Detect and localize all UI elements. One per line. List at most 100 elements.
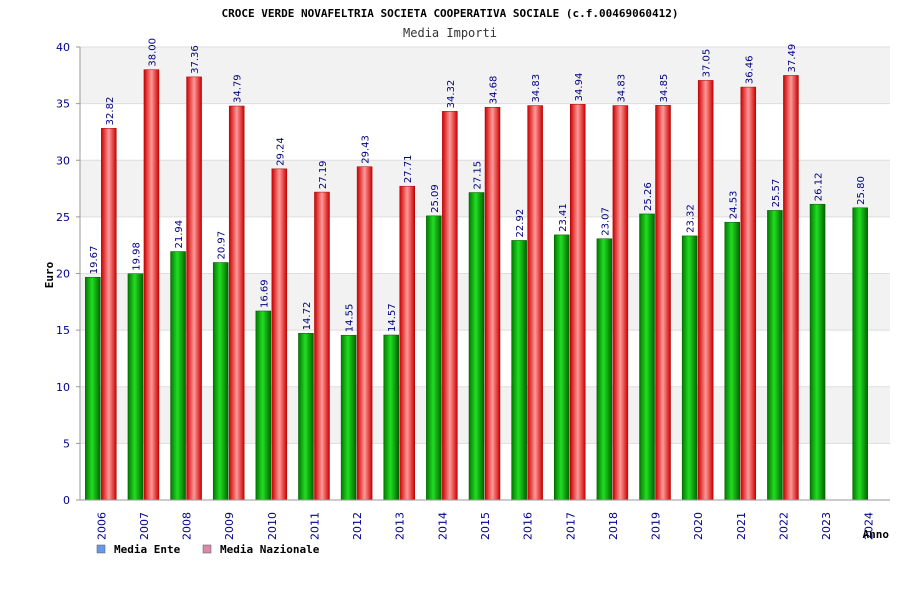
data-label: 32.82 [105,97,116,126]
x-tick-label: 2024 [863,512,876,540]
data-label: 25.80 [856,176,867,205]
bar-media-nazionale-2015 [484,106,501,501]
y-tick-label: 0 [63,494,70,507]
data-label: 34.83 [531,74,542,103]
y-tick-label: 20 [56,268,70,281]
bar-media-nazionale-2009 [228,105,245,501]
bar-media-nazionale-2010 [271,168,288,501]
legend-label-media-ente: Media Ente [114,543,181,556]
y-axis-ticks: 0 5 10 15 20 25 30 35 40 [56,41,80,507]
legend-swatch-media-ente [96,544,106,554]
data-label: 19.98 [131,242,142,271]
data-label: 34.32 [446,80,457,109]
bar-media-nazionale-2020 [697,80,714,501]
bar-media-ente-2022 [767,210,783,501]
data-label: 25.26 [643,182,654,211]
x-tick-label: 2012 [351,512,364,540]
data-label: 34.83 [616,74,627,103]
data-label: 37.05 [702,49,713,78]
data-label: 22.92 [515,209,526,238]
data-label: 23.32 [686,204,697,233]
y-tick-label: 15 [56,324,70,337]
data-label: 34.79 [233,74,244,103]
x-tick-label: 2018 [607,512,620,540]
x-tick-label: 2015 [479,512,492,540]
bar-media-ente-2017 [554,234,570,501]
x-tick-label: 2008 [181,512,194,540]
x-tick-label: 2013 [394,512,407,540]
bar-media-ente-2006 [85,276,101,501]
bar-media-nazionale-2014 [442,111,458,501]
data-label: 27.71 [403,155,414,184]
data-label: 14.57 [387,303,398,332]
data-label: 29.24 [275,137,286,166]
bar-media-ente-2008 [170,251,186,501]
bar-media-nazionale-2019 [655,105,671,501]
x-tick-label: 2006 [95,512,108,540]
data-label: 19.67 [89,246,100,275]
data-label: 34.85 [659,74,670,103]
data-label: 37.49 [787,44,798,73]
bar-media-ente-2010 [255,310,272,501]
data-label: 23.41 [558,203,569,232]
bar-media-ente-2016 [511,240,527,501]
bar-media-ente-2020 [681,235,698,501]
bar-media-ente-2024 [852,207,868,501]
bar-media-ente-2021 [724,221,741,501]
data-label: 29.43 [361,135,372,164]
x-axis-label: Anno [863,528,890,541]
bar-media-nazionale-2022 [783,75,799,501]
data-label: 14.55 [345,304,356,333]
x-tick-label: 2011 [308,512,321,540]
bar-media-nazionale-2013 [399,185,415,501]
data-label: 25.09 [430,184,441,213]
bar-media-ente-2011 [298,333,314,501]
data-label: 36.46 [744,55,755,84]
x-tick-label: 2009 [223,512,236,540]
data-label: 27.15 [473,161,484,190]
bar-media-nazionale-2018 [612,105,629,501]
y-tick-label: 10 [56,381,70,394]
x-tick-label: 2022 [777,512,790,540]
y-tick-label: 35 [56,98,70,111]
data-label: 14.72 [302,302,313,331]
bar-media-ente-2023 [809,203,826,501]
data-label: 25.57 [771,179,782,208]
bar-media-nazionale-2016 [527,105,543,501]
data-label: 27.19 [318,160,329,189]
bar-media-nazionale-2017 [570,104,586,501]
y-tick-label: 5 [63,437,70,450]
x-tick-label: 2010 [266,512,279,540]
y-tick-label: 40 [56,41,70,54]
data-label: 24.53 [728,191,739,220]
x-tick-label: 2021 [735,512,748,540]
data-label: 26.12 [814,173,825,202]
bar-media-ente-2018 [596,238,613,501]
bar-media-ente-2015 [468,192,485,501]
data-label: 37.36 [190,45,201,74]
data-label: 16.69 [259,279,270,308]
data-label: 21.94 [174,220,185,249]
bar-media-nazionale-2006 [101,128,117,501]
bar-media-nazionale-2007 [143,69,160,501]
x-tick-label: 2023 [820,512,833,540]
bar-media-nazionale-2011 [314,191,330,501]
data-label: 34.68 [489,76,500,105]
legend-swatch-media-nazionale [202,544,212,554]
bar-media-ente-2007 [127,273,144,501]
x-tick-label: 2017 [564,512,577,540]
chart-subtitle: Media Importi [403,26,497,40]
x-tick-label: 2019 [650,512,663,540]
data-label: 34.94 [574,73,585,102]
legend-label-media-nazionale: Media Nazionale [220,543,320,556]
x-tick-label: 2016 [522,512,535,540]
legend: Media Ente Media Nazionale [96,543,320,556]
x-tick-label: 2020 [692,512,705,540]
bar-media-ente-2012 [340,334,357,501]
x-tick-label: 2007 [138,512,151,540]
bar-media-nazionale-2021 [740,86,757,501]
bar-media-ente-2014 [426,215,442,501]
data-label: 38.00 [147,38,158,67]
y-tick-label: 30 [56,154,70,167]
